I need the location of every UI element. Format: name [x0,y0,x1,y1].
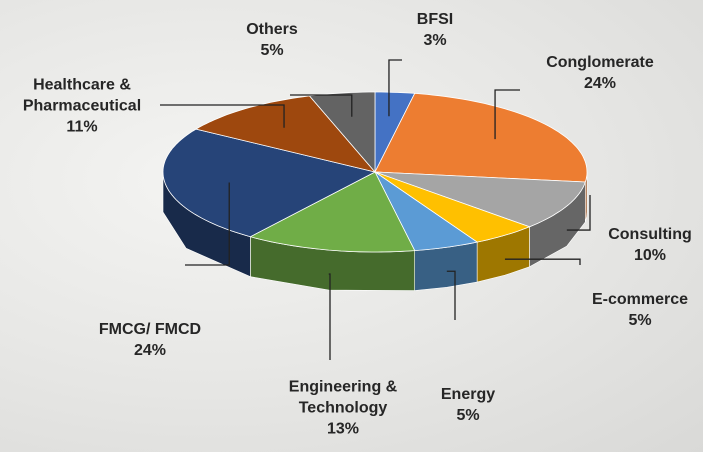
leader-line [328,273,331,360]
value-label: 3% [423,32,447,49]
slice-label: E-commerce 5% [580,289,700,331]
value-label: 10% [633,247,667,264]
category-label: E-commerce [591,291,689,308]
category-label: Consulting [608,226,692,243]
category-label: BFSI [416,11,454,28]
leader-line [446,270,456,320]
category-label: FMCG/ FMCD [98,321,202,338]
category-label: Engineering & Technology [288,378,398,417]
slice-label: Healthcare & Pharmaceutical 11% [2,75,162,138]
slice-label: Engineering & Technology 13% [273,377,413,440]
value-label: 5% [456,407,480,424]
category-label: Healthcare & Pharmaceutical [22,76,142,115]
value-label: 5% [628,312,652,329]
leader-line [290,94,353,117]
slice [374,92,588,223]
value-label: 5% [260,42,284,59]
slice [374,171,586,268]
slice [374,171,531,283]
category-label: Others [246,21,298,38]
slice-top [374,171,531,243]
value-label: 24% [583,75,617,92]
slice [162,128,377,278]
slice-top [162,128,377,238]
slice-label: Others 5% [232,19,312,61]
slice-top [194,95,377,173]
slice-top [374,171,479,252]
leader-line [566,195,591,231]
slice [374,171,479,291]
slice [249,171,416,291]
category-label: Energy [440,386,496,403]
slice [194,95,377,173]
leader-line [185,182,230,266]
slice-label: Energy 5% [428,384,508,426]
value-label: 11% [66,118,98,136]
leader-line [160,104,285,128]
slice-label: BFSI 3% [405,9,465,51]
slice-top [374,92,588,183]
slice-label: Conglomerate 24% [530,52,670,94]
value-label: 13% [326,420,360,438]
slice-top [374,171,586,228]
category-label: Conglomerate [546,54,654,71]
slice-top [249,171,416,253]
leader-line [494,89,520,140]
leader-line [504,258,581,265]
slice-label: FMCG/ FMCD 24% [80,319,220,361]
slice-label: Consulting 10% [600,224,700,266]
leader-line [388,59,402,117]
value-label: 24% [133,342,167,359]
